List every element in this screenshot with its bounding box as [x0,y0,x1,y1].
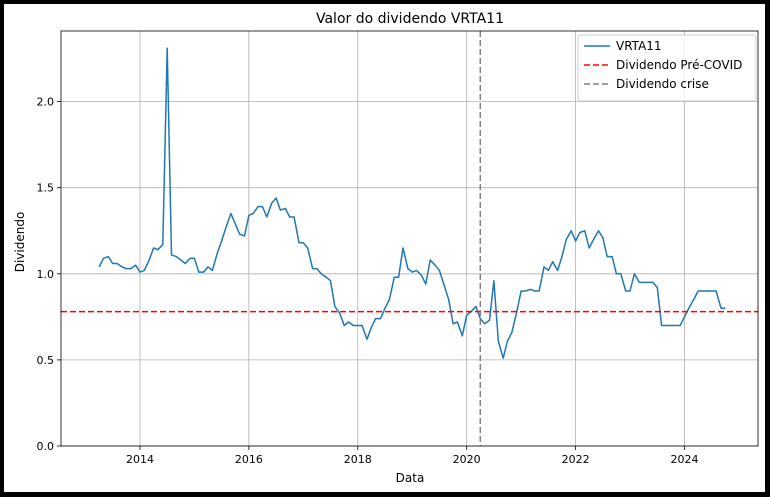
chart-title: Valor do dividendo VRTA11 [316,11,504,27]
x-tick-label: 2014 [126,453,154,466]
legend-box [577,34,757,102]
x-tick-label: 2018 [344,453,372,466]
y-tick-label: 0.0 [37,440,55,453]
y-axis-label: Dividendo [13,212,27,273]
figure: Valor do dividendo VRTA11 2014 2016 2018 20… [4,4,765,492]
y-axis: 0.0 0.5 1.0 1.5 2.0 [37,96,61,453]
y-tick-label: 1.0 [37,268,55,281]
x-tick-label: 2022 [562,453,590,466]
legend-label-vrta11: VRTA11 [616,39,662,53]
x-axis: 2014 2016 2018 2020 2022 2024 [126,446,698,466]
y-tick-label: 2.0 [37,96,55,109]
y-tick-label: 0.5 [37,354,55,367]
legend: VRTA11 Dividendo Pré-COVID Dividendo cri… [577,34,757,102]
x-tick-label: 2020 [453,453,481,466]
y-tick-label: 1.5 [37,182,55,195]
x-tick-label: 2016 [235,453,263,466]
vrta11-series-line [98,47,726,359]
legend-label-crise: Dividendo crise [616,77,709,91]
x-axis-label: Data [396,471,425,485]
axes-frame [60,30,759,447]
line-chart: Valor do dividendo VRTA11 2014 2016 2018 20… [13,11,759,485]
x-tick-label: 2024 [670,453,698,466]
legend-label-pre-covid: Dividendo Pré-COVID [616,58,742,72]
plot-area [61,31,758,446]
